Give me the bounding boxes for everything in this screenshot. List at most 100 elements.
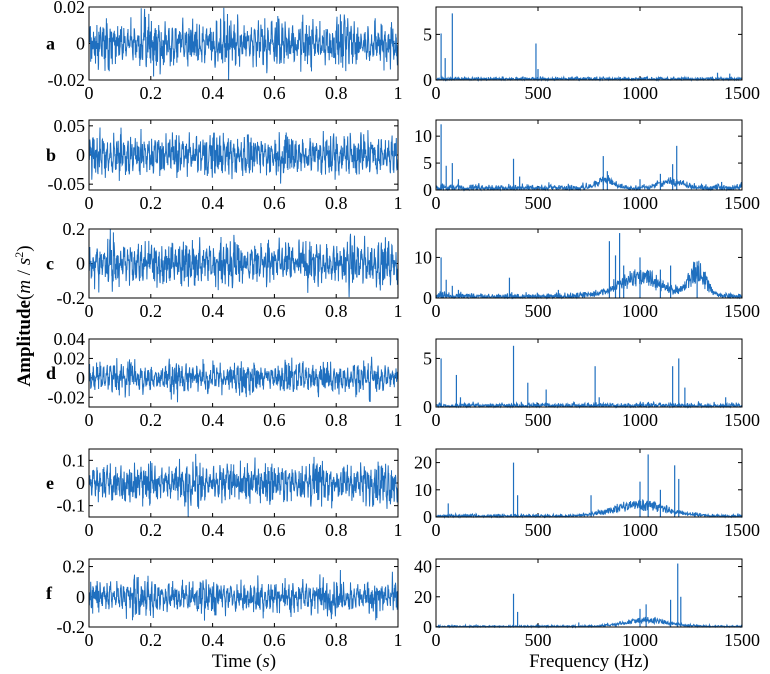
time-frame-e	[88, 448, 399, 518]
freq-f-xtick-label: 0	[432, 630, 441, 650]
time-e-xtick-label: 0.6	[263, 520, 286, 540]
freq-b-ytick-label: 0	[423, 180, 432, 200]
time-e-xtick-label: 1	[394, 520, 403, 540]
freq-c-xtick-label: 0	[432, 301, 441, 321]
freq-frame-c	[435, 228, 743, 299]
time-frame-b	[88, 119, 399, 191]
time-signal-b	[88, 127, 399, 184]
freq-b-xtick-label: 1500	[724, 193, 760, 213]
freq-e-ytick-label: 10	[414, 480, 432, 500]
freq-c-ytick-label: 0	[423, 288, 432, 308]
freq-f-ytick-label: 0	[423, 617, 432, 637]
freq-a-ytick-label: 0	[423, 70, 432, 90]
freq-noise-e	[435, 499, 743, 519]
time-e-ytick-label: -0.1	[57, 496, 86, 516]
time-b-xtick-label: 0.2	[140, 193, 163, 213]
amplitude-axis-label: Amplitude(m / s2)	[12, 245, 35, 386]
time-d-xtick-label: 0	[85, 410, 94, 430]
freq-c-xtick-label: 500	[525, 301, 552, 321]
panel-label-e: e	[46, 473, 54, 493]
freq-frame-b	[435, 119, 743, 191]
freq-noise-f	[435, 616, 743, 629]
freq-frame-f	[435, 558, 743, 628]
time-d-xtick-label: 0.2	[140, 410, 163, 430]
freq-f-xtick-label: 1000	[622, 630, 658, 650]
freq-f-ytick-label: 40	[414, 557, 432, 577]
time-f-xtick-label: 1	[394, 630, 403, 650]
time-frame-a	[88, 6, 399, 81]
time-f-ytick-label: 0.2	[63, 557, 86, 577]
time-f-ytick-label: -0.2	[57, 617, 86, 637]
time-label-var: s	[262, 651, 269, 672]
time-c-xtick-label: 0.8	[325, 301, 348, 321]
freq-e-xtick-label: 1000	[622, 520, 658, 540]
time-b-ytick-label: 0	[76, 145, 85, 165]
time-a-ytick-label: 0	[76, 34, 85, 54]
time-f-xtick-label: 0.4	[201, 630, 224, 650]
panel-label-c: c	[46, 254, 54, 274]
amplitude-unit-slash: /	[14, 265, 35, 280]
time-d-xtick-label: 0.8	[325, 410, 348, 430]
time-a-ytick-label: 0.02	[54, 0, 86, 17]
freq-a-xtick-label: 1500	[724, 83, 760, 103]
freq-e-ytick-label: 20	[414, 453, 432, 473]
time-d-ytick-label: 0.02	[54, 348, 86, 368]
freq-b-xtick-label: 0	[432, 193, 441, 213]
freq-f-xtick-label: 1500	[724, 630, 760, 650]
freq-e-xtick-label: 0	[432, 520, 441, 540]
freq-noise-b	[435, 175, 743, 192]
freq-d-ytick-label: 5	[423, 348, 432, 368]
time-e-ytick-label: 0.1	[63, 450, 86, 470]
freq-f-xtick-label: 500	[525, 630, 552, 650]
time-c-xtick-label: 0	[85, 301, 94, 321]
freq-frame-a	[435, 6, 743, 81]
time-b-xtick-label: 0.6	[263, 193, 286, 213]
time-e-ytick-label: 0	[76, 473, 85, 493]
amplitude-unit-close: )	[14, 245, 35, 251]
freq-b-xtick-label: 1000	[622, 193, 658, 213]
time-b-xtick-label: 0	[85, 193, 94, 213]
time-e-xtick-label: 0.4	[201, 520, 224, 540]
time-f-ytick-label: 0	[76, 587, 85, 607]
time-c-ytick-label: -0.2	[57, 288, 86, 308]
time-d-xtick-label: 0.6	[263, 410, 286, 430]
time-d-xtick-label: 0.4	[201, 410, 224, 430]
freq-b-xtick-label: 500	[525, 193, 552, 213]
freq-c-xtick-label: 1500	[724, 301, 760, 321]
freq-c-xtick-label: 1000	[622, 301, 658, 321]
time-label-prefix: Time (	[212, 651, 263, 672]
freq-d-xtick-label: 1500	[724, 410, 760, 430]
time-c-ytick-label: 0	[76, 254, 85, 274]
freq-c-ytick-label: 10	[414, 247, 432, 267]
time-d-ytick-label: -0.02	[48, 387, 86, 407]
freq-e-xtick-label: 1500	[724, 520, 760, 540]
freq-d-xtick-label: 0	[432, 410, 441, 430]
amplitude-unit-open: (	[14, 294, 35, 300]
time-f-xtick-label: 0.2	[140, 630, 163, 650]
panel-label-b: b	[46, 145, 56, 165]
time-c-xtick-label: 0.2	[140, 301, 163, 321]
time-a-xtick-label: 0.2	[140, 83, 163, 103]
time-a-xtick-label: 0.6	[263, 83, 286, 103]
freq-d-ytick-label: 0	[423, 397, 432, 417]
freq-noise-a	[435, 75, 743, 82]
freq-a-xtick-label: 0	[432, 83, 441, 103]
amplitude-label-text: Amplitude	[14, 300, 35, 387]
time-f-xtick-label: 0.8	[325, 630, 348, 650]
time-a-xtick-label: 1	[394, 83, 403, 103]
time-b-ytick-label: -0.05	[48, 174, 86, 194]
time-a-xtick-label: 0	[85, 83, 94, 103]
amplitude-unit-m: m	[14, 280, 35, 294]
time-signal-e	[88, 453, 399, 518]
time-b-xtick-label: 0.8	[325, 193, 348, 213]
time-a-ytick-label: -0.02	[48, 70, 86, 90]
time-f-xtick-label: 0	[85, 630, 94, 650]
time-b-xtick-label: 1	[394, 193, 403, 213]
